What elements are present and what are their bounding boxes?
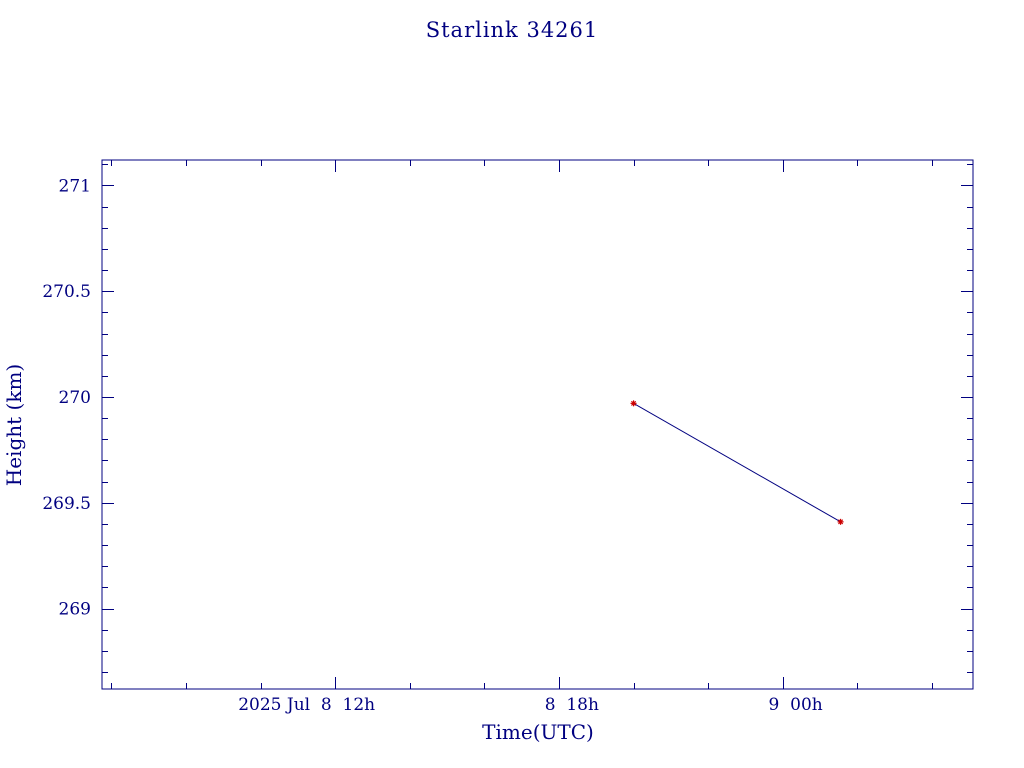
y-axis-tick-labels: 269 269.5 270 270.5 271 (42, 176, 91, 619)
x-tick-label: 8 18h (545, 695, 599, 715)
y-tick-label: 271 (59, 176, 91, 196)
data-point-marker (837, 518, 844, 525)
data-point-marker (630, 400, 637, 407)
x-tick-label: 2025 Jul 8 12h (238, 695, 375, 715)
y-tick-label: 269.5 (42, 494, 91, 514)
x-axis-label: Time(UTC) (482, 720, 594, 744)
y-tick-label: 270 (59, 388, 91, 408)
x-tick-label: 9 00h (769, 695, 823, 715)
chart-title: Starlink 34261 (426, 18, 599, 42)
series-line (633, 402, 841, 523)
y-axis-label: Height (km) (2, 364, 26, 486)
plot-frame (101, 159, 974, 690)
series-group (630, 400, 844, 525)
x-axis-ticks (111, 160, 933, 689)
y-tick-label: 270.5 (42, 282, 91, 302)
y-axis-ticks (102, 164, 973, 673)
x-axis-tick-labels: 2025 Jul 8 12h 8 18h 9 00h (238, 695, 823, 715)
y-tick-label: 269 (59, 600, 91, 620)
